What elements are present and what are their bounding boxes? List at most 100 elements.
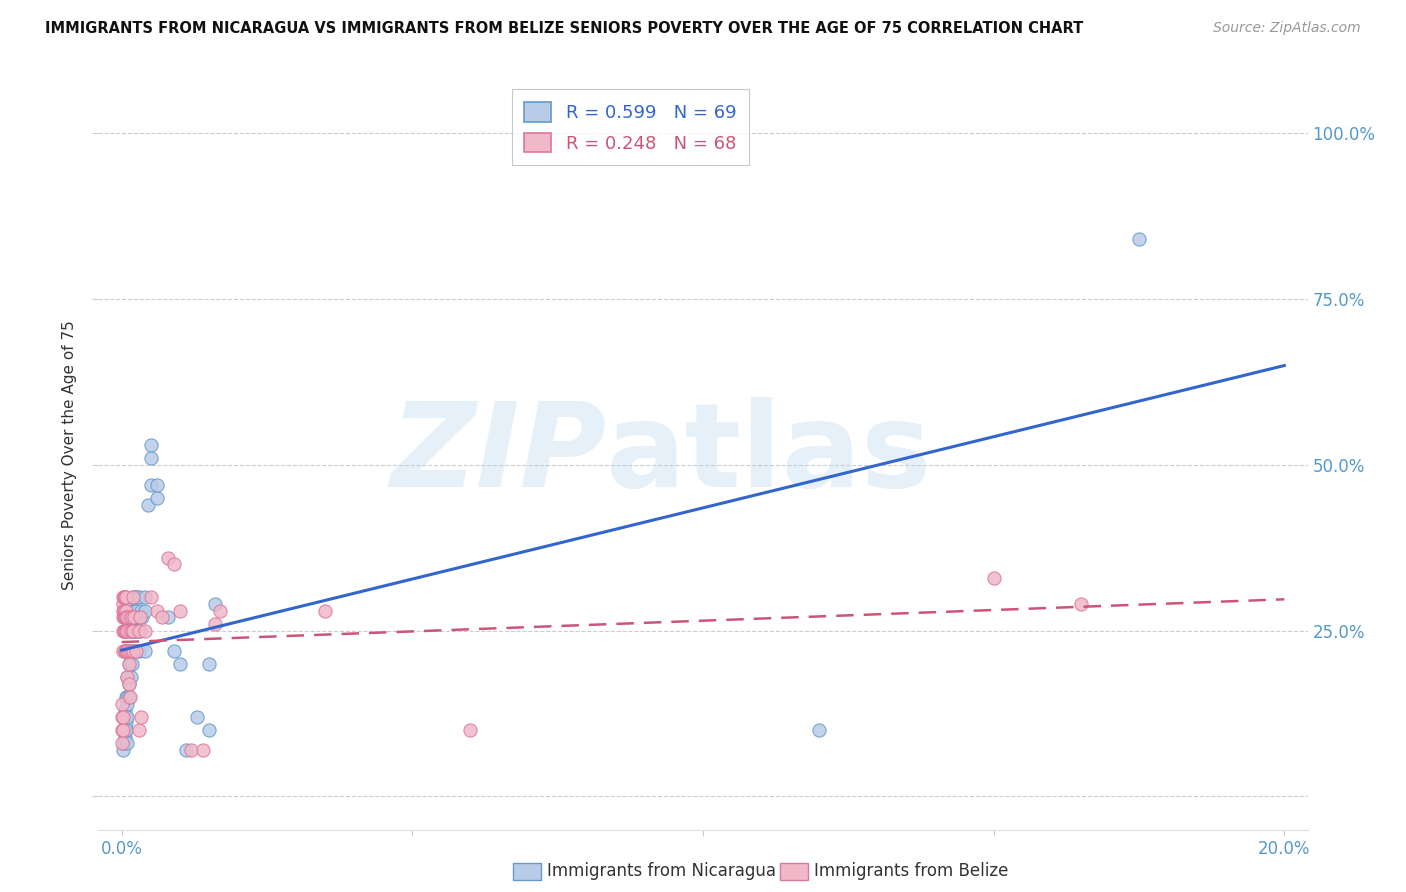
Point xyxy=(129,604,152,618)
Point xyxy=(114,624,136,638)
Point xyxy=(111,697,134,711)
Point xyxy=(117,670,139,684)
Point xyxy=(139,477,162,491)
Point xyxy=(124,604,146,618)
Point xyxy=(115,610,138,624)
Point xyxy=(114,610,136,624)
Point xyxy=(112,604,135,618)
Point xyxy=(129,610,152,624)
Point xyxy=(180,743,202,757)
Point xyxy=(120,643,142,657)
Text: atlas: atlas xyxy=(606,398,932,512)
Point xyxy=(121,624,143,638)
Legend: R = 0.599   N = 69, R = 0.248   N = 68: R = 0.599 N = 69, R = 0.248 N = 68 xyxy=(512,89,749,165)
Point xyxy=(112,591,135,605)
Point xyxy=(120,610,142,624)
Point xyxy=(117,643,139,657)
Point xyxy=(1070,597,1092,611)
Point xyxy=(134,643,156,657)
Point xyxy=(198,657,221,671)
Point xyxy=(118,657,141,671)
Point xyxy=(121,610,143,624)
Point xyxy=(121,604,143,618)
Point xyxy=(114,624,136,638)
Point xyxy=(111,610,134,624)
Point xyxy=(114,690,136,704)
Point xyxy=(118,624,141,638)
Point xyxy=(111,723,134,737)
Point xyxy=(117,710,139,724)
Text: IMMIGRANTS FROM NICARAGUA VS IMMIGRANTS FROM BELIZE SENIORS POVERTY OVER THE AGE: IMMIGRANTS FROM NICARAGUA VS IMMIGRANTS … xyxy=(45,21,1083,36)
Point xyxy=(118,676,141,690)
Point xyxy=(124,610,146,624)
Point xyxy=(174,743,197,757)
Point xyxy=(114,610,136,624)
Point xyxy=(460,723,482,737)
Point xyxy=(139,438,162,452)
Point xyxy=(131,610,153,624)
Point xyxy=(112,624,135,638)
Point xyxy=(114,643,136,657)
Point xyxy=(125,643,148,657)
Point xyxy=(122,591,145,605)
Point xyxy=(128,610,150,624)
Point xyxy=(204,597,226,611)
Point xyxy=(127,624,149,638)
Point xyxy=(169,657,191,671)
Text: Source: ZipAtlas.com: Source: ZipAtlas.com xyxy=(1213,21,1361,35)
Point xyxy=(114,610,136,624)
Point xyxy=(117,690,139,704)
Point xyxy=(134,604,156,618)
Point xyxy=(115,643,138,657)
Point xyxy=(128,624,150,638)
Point xyxy=(114,591,136,605)
Point xyxy=(115,624,138,638)
Point xyxy=(808,723,831,737)
Point xyxy=(118,657,141,671)
Point xyxy=(121,624,143,638)
Text: Immigrants from Belize: Immigrants from Belize xyxy=(814,863,1008,880)
Point xyxy=(124,610,146,624)
Point xyxy=(136,498,159,512)
Point xyxy=(114,710,136,724)
Point xyxy=(111,743,134,757)
Point xyxy=(114,604,136,618)
Point xyxy=(127,591,149,605)
Point xyxy=(124,624,146,638)
Point xyxy=(114,703,136,717)
Point xyxy=(314,604,336,618)
Point xyxy=(122,604,145,618)
Point xyxy=(115,723,138,737)
Point xyxy=(129,624,152,638)
Point xyxy=(111,736,134,750)
Point xyxy=(117,610,139,624)
Point xyxy=(169,604,191,618)
Point xyxy=(122,643,145,657)
Point xyxy=(120,690,142,704)
Point xyxy=(122,591,145,605)
Point xyxy=(204,617,226,632)
Point xyxy=(115,710,138,724)
Point xyxy=(117,736,139,750)
Point xyxy=(157,610,180,624)
Point xyxy=(120,610,142,624)
Point xyxy=(111,597,134,611)
Point xyxy=(163,558,186,572)
Point xyxy=(112,723,135,737)
Point xyxy=(125,624,148,638)
Point xyxy=(145,477,167,491)
Point xyxy=(139,591,162,605)
Point xyxy=(134,591,156,605)
Point xyxy=(128,643,150,657)
Point xyxy=(145,491,167,505)
Point xyxy=(145,604,167,618)
Point xyxy=(122,624,145,638)
Point xyxy=(114,730,136,744)
Point xyxy=(121,643,143,657)
Y-axis label: Seniors Poverty Over the Age of 75: Seniors Poverty Over the Age of 75 xyxy=(62,320,77,590)
Point xyxy=(118,690,141,704)
Point xyxy=(118,643,141,657)
Point xyxy=(120,643,142,657)
Point xyxy=(122,624,145,638)
Point xyxy=(198,723,221,737)
